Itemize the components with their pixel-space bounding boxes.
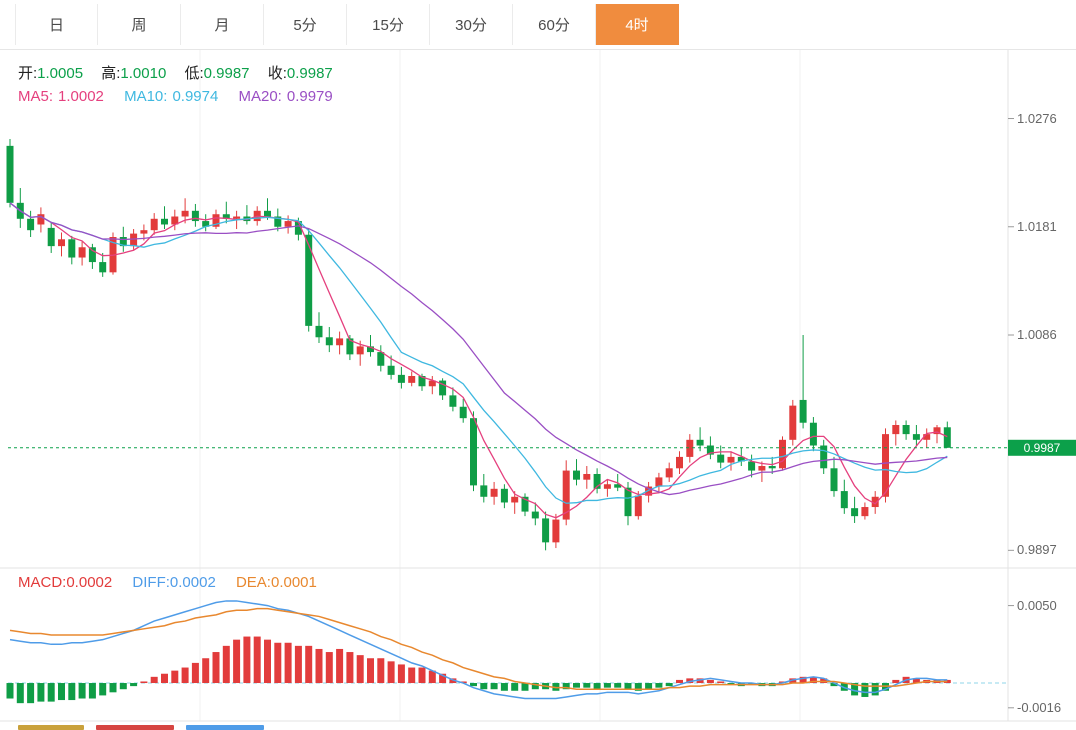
tab-15min[interactable]: 15分 [347, 4, 430, 45]
ma10-value: 0.9974 [172, 88, 219, 105]
ma20-line [9, 202, 948, 496]
dea-line [9, 607, 948, 690]
y-axis-tick-label: -0.0016 [1017, 699, 1062, 715]
diff-label: DIFF: [132, 574, 170, 591]
ma5-label: MA5: [18, 88, 54, 105]
tab-day[interactable]: 日 [15, 4, 98, 45]
tab-30min[interactable]: 30分 [430, 4, 513, 45]
clipped-legend-fragment [186, 725, 264, 730]
macd-label: MACD: [18, 574, 67, 591]
ma-legend: MA5: 1.0002 MA10: 0.9974 MA20: 0.9979 [18, 88, 349, 105]
diff-value: 0.0002 [169, 574, 216, 591]
current-price-tag: 0.9987 [1008, 439, 1076, 456]
high-label: 高: [101, 65, 121, 82]
clipped-legend-fragment [96, 725, 174, 730]
y-axis-tick-label: 1.0276 [1017, 110, 1057, 126]
timeframe-toolbar: 日 周 月 5分 15分 30分 60分 4时 [0, 0, 1076, 49]
macd-value: 0.0002 [66, 574, 113, 591]
high-value: 1.0010 [120, 65, 167, 82]
tab-week[interactable]: 周 [98, 4, 181, 45]
dea-label: DEA: [235, 574, 271, 591]
macd-value-legend: MACD:0.0002 [18, 574, 112, 591]
candlestick-chart-canvas[interactable]: 0.9987 [0, 50, 1076, 730]
dea-value-legend: DEA:0.0001 [236, 574, 317, 591]
open-label: 开: [18, 65, 38, 82]
y-axis-tick-label: 0.9897 [1017, 542, 1057, 558]
ma20-value: 0.9979 [286, 88, 333, 105]
macd-histogram [6, 636, 951, 704]
close-label: 收: [267, 65, 287, 82]
ma5-line [9, 202, 948, 519]
clipped-legend-fragment [18, 725, 84, 730]
tab-60min[interactable]: 60分 [513, 4, 596, 45]
tab-4hour[interactable]: 4时 [596, 4, 679, 45]
diff-line [9, 600, 948, 700]
candles-series [6, 139, 951, 551]
low-value: 0.9987 [203, 65, 250, 82]
diff-value-legend: DIFF:0.0002 [132, 574, 215, 591]
low-label: 低: [184, 65, 204, 82]
ma5-legend: MA5: 1.0002 [18, 88, 104, 105]
tab-5min[interactable]: 5分 [264, 4, 347, 45]
macd-legend: MACD:0.0002 DIFF:0.0002 DEA:0.0001 [18, 574, 333, 591]
open-value: 1.0005 [37, 65, 84, 82]
ohlc-legend: 开:1.0005 高:1.0010 低:0.9987 收:0.9987 [18, 62, 347, 83]
y-axis-tick-label: 1.0181 [1017, 218, 1057, 234]
svg-text:0.9987: 0.9987 [1024, 441, 1061, 455]
dea-value: 0.0001 [270, 574, 317, 591]
ma10-line [9, 202, 948, 504]
ma20-label: MA20: [238, 88, 282, 105]
y-axis-tick-label: 1.0086 [1017, 326, 1057, 342]
tab-month[interactable]: 月 [181, 4, 264, 45]
close-value: 0.9987 [286, 65, 333, 82]
ma5-value: 1.0002 [58, 88, 104, 105]
chart-area: 0.9987 开:1.0005 高:1.0010 低:0.9987 收:0.99… [0, 49, 1076, 730]
ma10-label: MA10: [124, 88, 168, 105]
y-axis-tick-label: 0.0050 [1017, 597, 1057, 613]
ma20-legend: MA20: 0.9979 [239, 88, 333, 105]
ma10-legend: MA10: 0.9974 [124, 88, 218, 105]
